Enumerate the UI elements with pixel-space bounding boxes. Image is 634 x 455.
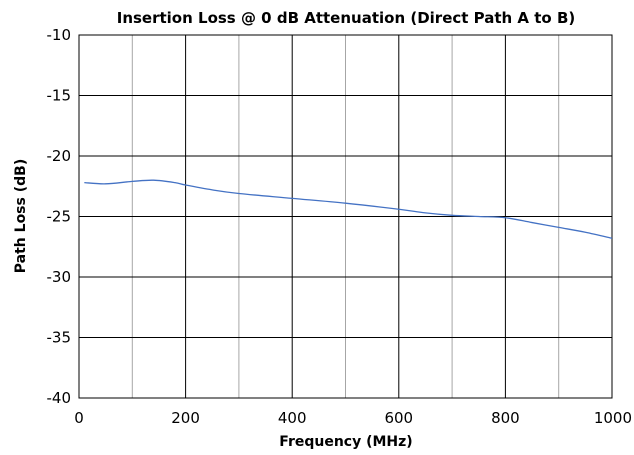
x-tick-label: 1000 [594,409,632,427]
y-axis-label: Path Loss (dB) [13,159,29,273]
y-tick-label: -25 [47,208,72,226]
y-tick-label: -40 [47,389,72,407]
plot-frame [78,34,613,399]
chart-title: Insertion Loss @ 0 dB Attenuation (Direc… [117,9,576,27]
y-tick-label: -35 [47,329,72,347]
x-tick-label: 400 [278,409,307,427]
x-tick-label: 800 [491,409,520,427]
y-tick-label: -15 [47,87,72,105]
series-lines [84,179,613,239]
grid-lines [78,34,613,399]
x-axis-label: Frequency (MHz) [279,434,412,450]
x-tick-label: 600 [384,409,413,427]
tick-labels: 0 200 400 600 800 1000 -40 -35 -30 -25 -20 -15 -10 [47,26,633,427]
series-line [84,179,613,239]
y-tick-label: -10 [47,26,72,44]
x-tick-label: 0 [74,409,84,427]
x-tick-label: 200 [171,409,200,427]
y-tick-label: -30 [47,268,72,286]
y-tick-label: -20 [47,147,72,165]
